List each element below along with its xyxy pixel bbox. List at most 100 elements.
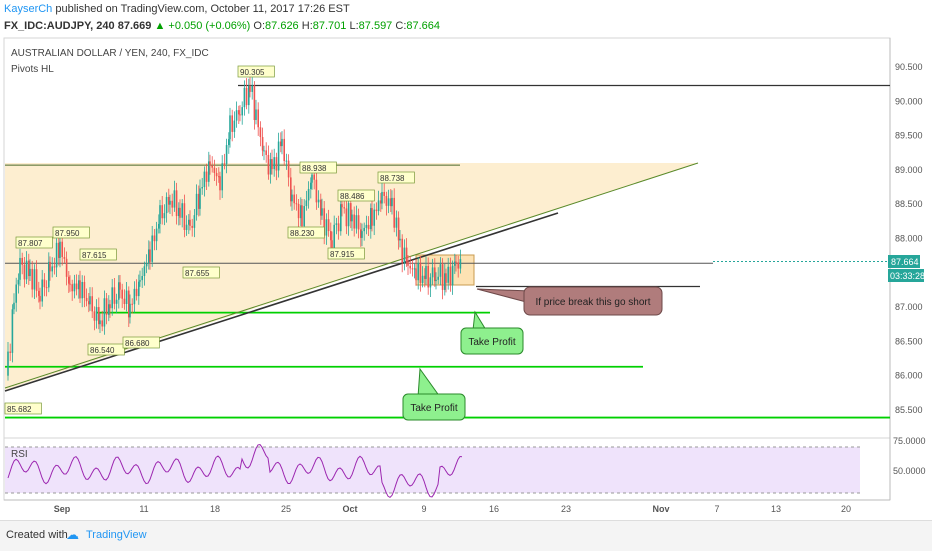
candle-body xyxy=(109,304,111,309)
candle-body xyxy=(355,215,358,229)
candle-body xyxy=(71,284,73,292)
candle-body xyxy=(321,208,323,216)
high-label: H: xyxy=(301,20,313,32)
candle-body xyxy=(113,287,116,304)
candle-body xyxy=(257,109,259,128)
candle-body xyxy=(221,163,223,191)
candle-body xyxy=(391,197,393,207)
short-callout xyxy=(523,286,663,316)
author-name[interactable]: KayserCh xyxy=(4,3,53,15)
candle-body xyxy=(307,188,310,201)
change-value: +0.050 (+0.06%) xyxy=(168,20,251,32)
candle-body xyxy=(69,283,71,285)
candle-body xyxy=(455,261,457,263)
candle-body xyxy=(265,150,267,155)
candle-body xyxy=(195,193,198,216)
time-axis: Sep 11 18 25 Oct 9 16 23 Nov 7 13 20 xyxy=(54,504,851,514)
candle-body xyxy=(145,263,148,267)
candle-body xyxy=(323,208,325,236)
candle-body xyxy=(445,273,447,283)
candle-body xyxy=(55,242,58,268)
candle-body xyxy=(153,235,156,242)
candle-body xyxy=(165,196,168,214)
pivot-label: 88.738 xyxy=(380,174,405,183)
candle-body xyxy=(295,203,298,205)
candle-body xyxy=(98,307,100,325)
pivot-label: 87.655 xyxy=(185,269,210,278)
candle-body xyxy=(63,257,66,259)
candle-body xyxy=(15,284,17,303)
candle-body xyxy=(413,268,416,270)
candle-body xyxy=(263,150,265,152)
candle-body xyxy=(347,203,350,227)
price-tick-label: 90.500 xyxy=(895,62,923,72)
candle-body xyxy=(293,194,295,204)
candle-body xyxy=(209,161,211,166)
candle-body xyxy=(88,301,90,305)
candle-body xyxy=(208,161,210,182)
candles xyxy=(7,76,462,381)
candle-body xyxy=(381,191,383,204)
candle-body xyxy=(380,200,382,204)
price-tick-label: 89.000 xyxy=(895,165,923,175)
candle-body xyxy=(131,303,133,305)
candle-body xyxy=(311,174,313,183)
candle-body xyxy=(213,167,216,173)
candle-body xyxy=(429,277,432,288)
candle-body xyxy=(215,172,218,177)
candle-body xyxy=(281,138,283,147)
created-with-text: Created with xyxy=(6,529,68,541)
candle-body xyxy=(439,264,442,277)
candle-body xyxy=(185,224,188,230)
candle-body xyxy=(218,176,220,178)
candle-body xyxy=(434,267,436,282)
candle-body xyxy=(243,87,246,108)
candle-body xyxy=(21,257,23,265)
candle-body xyxy=(225,145,228,165)
candle-body xyxy=(291,194,293,202)
candle-body xyxy=(330,231,332,241)
candle-body xyxy=(121,289,123,299)
candle-body xyxy=(353,214,355,229)
candle-body xyxy=(193,215,196,228)
pivot-label-box xyxy=(79,248,117,261)
candle-body xyxy=(33,269,36,290)
candle-body xyxy=(238,110,240,115)
candle-body xyxy=(290,177,292,202)
candle-body xyxy=(19,257,21,280)
candle-body xyxy=(370,208,372,230)
open-label: O: xyxy=(253,20,266,32)
time-tick-label: 25 xyxy=(281,504,291,514)
candle-body xyxy=(327,219,330,232)
candle-body xyxy=(337,223,340,232)
candle-body xyxy=(320,199,322,216)
candle-body xyxy=(65,258,68,277)
up-arrow-icon: ▲ xyxy=(154,20,166,32)
pivot-label-box xyxy=(327,247,365,260)
candle-body xyxy=(111,287,113,309)
candle-body xyxy=(151,235,153,262)
candle-body xyxy=(267,154,270,175)
price-tick-label: 87.000 xyxy=(895,302,923,312)
time-tick-label: Nov xyxy=(652,504,669,514)
candle-body xyxy=(325,219,328,236)
candle-body xyxy=(155,228,158,242)
candle-body xyxy=(171,200,173,208)
ascending-trendline xyxy=(4,212,559,392)
candle-body xyxy=(357,215,360,230)
candle-body xyxy=(300,205,302,219)
candle-body xyxy=(43,279,46,288)
candle-body xyxy=(335,223,338,225)
candle-body xyxy=(51,266,53,272)
candle-body xyxy=(431,267,434,278)
candle-body xyxy=(105,298,108,315)
price-chart[interactable]: 90.305 88.938 88.738 88.486 88.230 87.915 87.9… xyxy=(0,0,932,520)
candle-body xyxy=(417,263,419,281)
candle-body xyxy=(273,157,275,170)
candle-body xyxy=(93,311,96,321)
candle-body xyxy=(377,200,380,212)
tradingview-brand[interactable]: TradingView xyxy=(86,529,147,541)
candle-body xyxy=(178,207,180,217)
candle-body xyxy=(343,207,345,209)
